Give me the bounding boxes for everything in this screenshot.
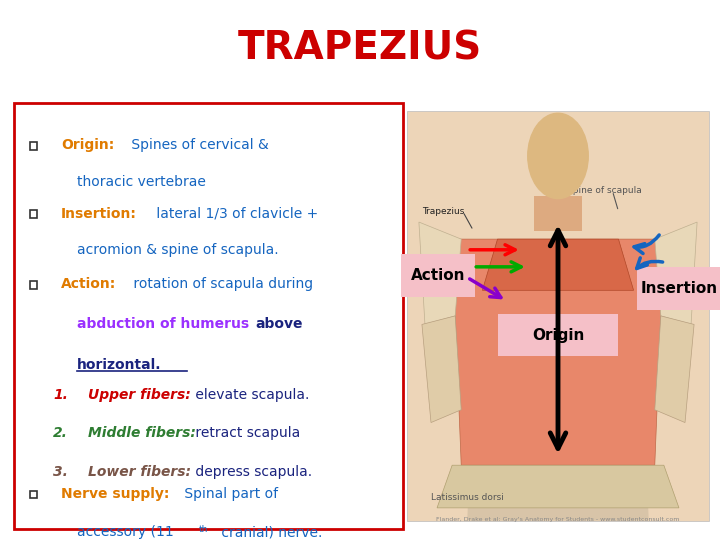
Text: 2.: 2. [53,426,68,440]
Polygon shape [452,239,664,465]
Text: retract scapula: retract scapula [192,426,300,440]
Text: Middle fibers:: Middle fibers: [89,426,196,440]
Text: th: th [199,525,209,534]
Text: accessory (11: accessory (11 [76,525,174,539]
Polygon shape [467,367,649,521]
Text: Latissimus dorsi: Latissimus dorsi [431,492,504,502]
Text: Action:: Action: [61,277,117,291]
Polygon shape [437,465,679,508]
Text: TRAPEZIUS: TRAPEZIUS [238,30,482,68]
Polygon shape [482,239,634,291]
Text: cranial) nerve.: cranial) nerve. [217,525,322,539]
Text: Spine of scapula: Spine of scapula [567,186,642,194]
Text: Nerve supply:: Nerve supply: [61,487,169,501]
FancyBboxPatch shape [30,142,37,150]
FancyBboxPatch shape [30,281,37,288]
FancyBboxPatch shape [30,490,37,498]
Circle shape [528,113,588,199]
FancyBboxPatch shape [636,267,720,309]
Text: depress scapula.: depress scapula. [192,464,312,478]
Text: Insertion: Insertion [640,281,718,296]
Polygon shape [419,222,462,325]
FancyBboxPatch shape [407,111,709,521]
Text: Spinal part of: Spinal part of [180,487,278,501]
Text: Lower fibers:: Lower fibers: [89,464,192,478]
Text: Flander, Drake et al: Gray's Anatomy for Students - www.studentconsult.com: Flander, Drake et al: Gray's Anatomy for… [436,517,680,522]
Text: Trapezius: Trapezius [422,207,464,216]
Text: acromion & spine of scapula.: acromion & spine of scapula. [76,243,278,257]
Text: Insertion:: Insertion: [61,206,137,220]
Text: Spines of cervical &: Spines of cervical & [127,138,269,152]
Text: rotation of scapula during: rotation of scapula during [129,277,313,291]
Text: Upper fibers:: Upper fibers: [89,388,191,402]
Text: horizontal.: horizontal. [76,358,161,372]
Text: lateral 1/3 of clavicle +: lateral 1/3 of clavicle + [153,206,319,220]
Text: Origin: Origin [532,328,584,342]
FancyBboxPatch shape [401,254,474,296]
Text: thoracic vertebrae: thoracic vertebrae [76,174,205,188]
FancyBboxPatch shape [498,314,618,356]
Text: Origin:: Origin: [61,138,114,152]
Text: elevate scapula.: elevate scapula. [192,388,310,402]
Text: 1.: 1. [53,388,68,402]
Polygon shape [654,316,694,422]
Text: 3.: 3. [53,464,68,478]
Polygon shape [654,222,697,325]
Text: above: above [256,318,303,332]
Text: Action: Action [411,268,466,283]
Polygon shape [534,197,582,231]
Text: abduction of humerus: abduction of humerus [76,318,253,332]
Polygon shape [422,316,462,422]
FancyBboxPatch shape [30,210,37,218]
